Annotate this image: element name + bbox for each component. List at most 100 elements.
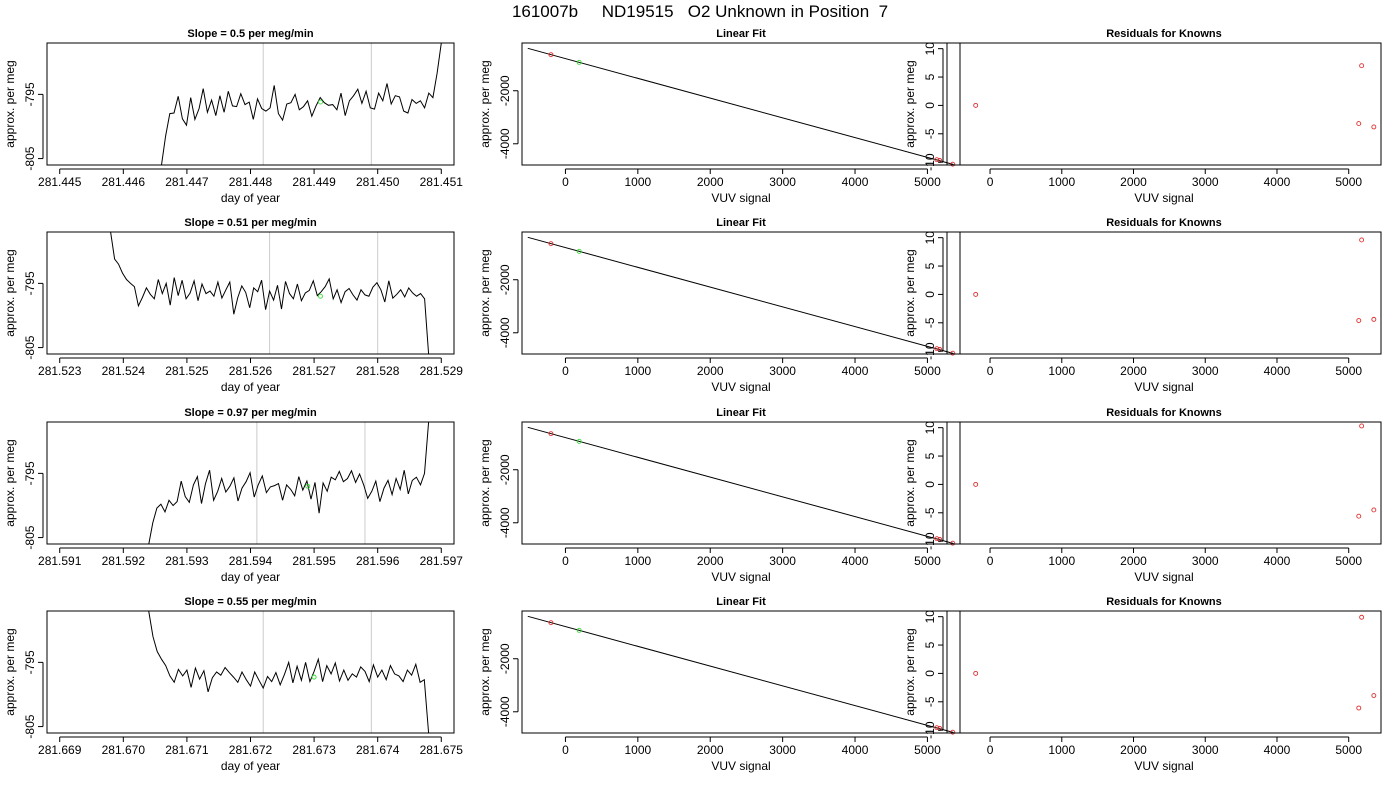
y-tick-label: -4000: [498, 128, 512, 159]
x-tick-label: 5000: [914, 554, 941, 568]
y-tick-label: -805: [23, 146, 37, 170]
panel-8: Linear Fit 0 1000 2000 3000 4000 5000 VUV signa…: [478, 407, 961, 584]
panel-title: Linear Fit: [716, 596, 766, 608]
known-point: [934, 725, 940, 731]
x-tick-label: 281.526: [229, 364, 273, 378]
y-tick-label: -2000: [498, 643, 512, 674]
panel-12: Residuals for Knowns 0 1000 2000 3000 4000 500…: [903, 596, 1382, 773]
y-axis-label: approx. per meg: [478, 439, 492, 526]
x-tick-label: 281.675: [420, 743, 464, 757]
plot-frame: [521, 421, 961, 545]
plot-frame: [946, 42, 1382, 166]
known-point: [950, 161, 956, 167]
x-tick-label: 281.447: [165, 175, 209, 189]
x-tick-label: 281.673: [292, 743, 336, 757]
x-tick-label: 3000: [1192, 554, 1219, 568]
figure-title: 161007b ND19515 O2 Unknown in Position 7: [511, 2, 889, 21]
panel-9: Residuals for Knowns 0 1000 2000 3000 4000 500…: [903, 407, 1382, 584]
x-axis-label: day of year: [221, 570, 280, 584]
x-axis-label: VUV signal: [711, 191, 770, 205]
y-axis-label: approx. per meg: [3, 60, 17, 147]
y-tick-label: 5: [923, 641, 937, 648]
plot-frame: [521, 42, 961, 166]
unknown-point: [318, 99, 323, 105]
y-tick-label: 0: [923, 102, 937, 109]
panel-title: Linear Fit: [716, 28, 766, 40]
known-point: [1371, 507, 1377, 513]
unknown-point: [318, 293, 323, 299]
x-tick-label: 281.529: [420, 364, 464, 378]
known-point: [950, 729, 956, 735]
y-tick-label: 0: [923, 291, 937, 298]
x-tick-label: 3000: [1192, 743, 1219, 757]
x-tick-label: 281.527: [292, 364, 336, 378]
x-tick-label: 5000: [1335, 364, 1362, 378]
y-tick-label: -5: [923, 507, 937, 518]
x-tick-label: 281.525: [165, 364, 209, 378]
y-tick-label: -2000: [498, 454, 512, 485]
plot-frame: [946, 231, 1382, 355]
y-axis-label: approx. per meg: [3, 249, 17, 336]
known-point: [548, 241, 554, 247]
panel-11: Linear Fit 0 1000 2000 3000 4000 5000 VUV signa…: [478, 596, 961, 773]
known-point: [973, 291, 979, 297]
known-point: [1356, 705, 1362, 711]
x-tick-label: 4000: [1264, 554, 1291, 568]
known-point: [934, 157, 940, 163]
x-axis-label: VUV signal: [711, 570, 770, 584]
x-tick-label: 0: [562, 743, 569, 757]
fit-line: [527, 426, 954, 544]
x-tick-label: 281.451: [420, 175, 464, 189]
x-tick-label: 2000: [697, 175, 724, 189]
y-tick-label: 10: [923, 42, 937, 56]
x-tick-label: 3000: [769, 364, 796, 378]
x-tick-label: 5000: [914, 364, 941, 378]
x-axis-label: VUV signal: [711, 759, 770, 773]
y-tick-label: -2000: [498, 264, 512, 295]
y-axis-label: approx. per meg: [903, 439, 917, 526]
unknown-point: [576, 59, 582, 65]
x-axis-label: VUV signal: [1134, 759, 1193, 773]
panel-title: Residuals for Knowns: [1106, 596, 1222, 608]
known-point: [934, 346, 940, 352]
x-axis-label: day of year: [221, 191, 280, 205]
x-axis-label: VUV signal: [711, 380, 770, 394]
panel-title: Slope = 0.5 per meg/min: [187, 28, 314, 40]
x-tick-label: 5000: [1335, 554, 1362, 568]
y-tick-label: 0: [923, 670, 937, 677]
x-tick-label: 4000: [842, 364, 869, 378]
plot-frame: [521, 610, 961, 734]
panel-5: Linear Fit 0 1000 2000 3000 4000 5000 VUV signa…: [478, 217, 961, 394]
x-axis-label: VUV signal: [1134, 570, 1193, 584]
x-tick-label: 1000: [1048, 364, 1075, 378]
x-tick-label: 281.449: [292, 175, 336, 189]
x-tick-label: 281.524: [102, 364, 146, 378]
series-line: [110, 232, 430, 354]
y-axis-label: approx. per meg: [903, 60, 917, 147]
x-tick-label: 2000: [1120, 175, 1147, 189]
x-tick-label: 0: [987, 554, 994, 568]
known-point: [1359, 63, 1365, 69]
y-tick-label: -5: [923, 317, 937, 328]
y-axis-label: approx. per meg: [903, 628, 917, 715]
known-point: [1359, 614, 1365, 620]
x-tick-label: 2000: [697, 743, 724, 757]
x-tick-label: 281.523: [38, 364, 82, 378]
x-tick-label: 3000: [1192, 175, 1219, 189]
panel-3: Residuals for Knowns 0 1000 2000 3000 4000 500…: [903, 28, 1382, 205]
plot-frame: [946, 610, 1382, 734]
x-tick-label: 281.591: [38, 554, 82, 568]
series-line: [148, 422, 430, 544]
x-tick-label: 1000: [624, 364, 651, 378]
x-tick-label: 0: [562, 364, 569, 378]
x-tick-label: 3000: [769, 554, 796, 568]
x-tick-label: 4000: [842, 743, 869, 757]
panel-10: Slope = 0.55 per meg/min 281.669 281.670 28…: [3, 596, 463, 773]
x-tick-label: 281.674: [356, 743, 400, 757]
plot-frame: [46, 610, 455, 734]
y-tick-label: -10: [923, 721, 937, 739]
y-tick-label: -10: [923, 342, 937, 360]
x-tick-label: 281.672: [229, 743, 273, 757]
unknown-point: [576, 248, 582, 254]
